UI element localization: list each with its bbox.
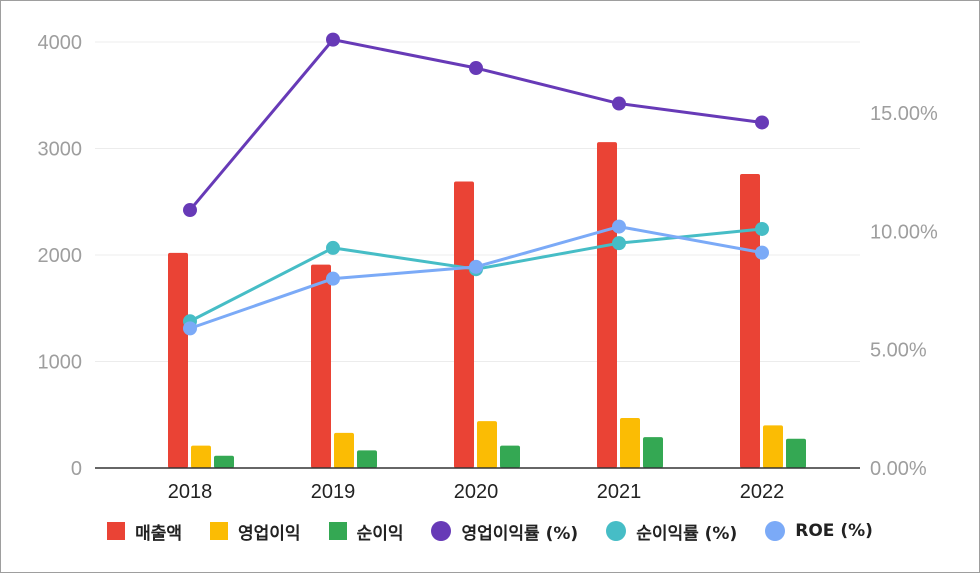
point-roe	[755, 245, 769, 260]
legend-label: 순이익	[356, 523, 404, 544]
point-operating-margin	[612, 96, 626, 111]
y-left-tick-label: 0	[71, 458, 82, 480]
point-roe	[469, 259, 483, 274]
legend-swatch	[210, 522, 228, 540]
legend-item-operating-margin[interactable]: 영업이익률 (%)	[431, 519, 578, 544]
y-left-tick-label: 1000	[38, 352, 83, 374]
bar-sales	[597, 142, 617, 469]
x-tick-label: 2018	[168, 481, 213, 503]
legend-label: 매출액	[135, 523, 182, 544]
bars	[168, 142, 806, 469]
bar-net-profit	[214, 455, 234, 468]
y-right-tick-label: 10.00%	[870, 221, 938, 243]
legend: 매출액 영업이익 순이익 영업이익률 (%) 순이익률 (%) ROE (%)	[0, 514, 980, 548]
bar-net-profit	[786, 438, 806, 468]
point-operating-margin	[755, 115, 769, 130]
bar-operating-profit	[334, 432, 354, 468]
bar-operating-profit	[620, 417, 640, 468]
y-right-tick-label: 0.00%	[870, 458, 927, 480]
x-axis-ticks: 2018 2019 2020 2021 2022	[168, 481, 785, 503]
bar-operating-profit	[477, 421, 497, 468]
y-left-tick-label: 2000	[38, 245, 83, 267]
point-net-margin	[755, 221, 769, 236]
x-tick-label: 2022	[740, 481, 785, 503]
bar-operating-profit	[763, 425, 783, 468]
point-operating-margin	[326, 32, 340, 47]
legend-item-operating-profit[interactable]: 영업이익	[210, 519, 301, 544]
point-roe	[326, 271, 340, 286]
legend-label: 영업이익	[238, 523, 301, 544]
bar-sales	[454, 181, 474, 468]
gridlines	[95, 41, 860, 362]
bar-net-profit	[643, 437, 663, 468]
y-left-tick-label: 4000	[38, 32, 83, 54]
y-right-tick-label: 15.00%	[870, 103, 938, 125]
legend-item-sales[interactable]: 매출액	[107, 519, 182, 544]
point-net-margin	[612, 236, 626, 251]
legend-label: 영업이익률 (%)	[461, 523, 579, 544]
right-axis-ticks: 0.00% 5.00% 10.00% 15.00%	[870, 103, 938, 480]
legend-swatch	[765, 521, 786, 541]
point-net-margin	[326, 240, 340, 255]
bar-sales	[168, 252, 188, 468]
legend-item-net-profit[interactable]: 순이익	[328, 519, 404, 544]
y-left-tick-label: 3000	[38, 139, 83, 161]
point-roe	[612, 219, 626, 234]
legend-item-net-margin[interactable]: 순이익률 (%)	[606, 519, 737, 544]
point-operating-margin	[469, 61, 483, 76]
bar-sales	[311, 264, 331, 468]
x-tick-label: 2019	[311, 481, 356, 503]
point-roe	[183, 321, 197, 336]
x-tick-label: 2021	[597, 481, 642, 503]
legend-swatch	[431, 521, 452, 541]
y-right-tick-label: 5.00%	[870, 340, 927, 362]
x-tick-label: 2020	[454, 481, 499, 503]
legend-swatch	[328, 522, 347, 540]
legend-item-roe[interactable]: ROE (%)	[765, 521, 873, 541]
legend-swatch	[107, 522, 126, 540]
bar-sales	[740, 174, 760, 468]
bar-operating-profit	[191, 445, 211, 468]
left-axis-ticks: 0 1000 2000 3000 4000	[38, 32, 83, 480]
bar-net-profit	[500, 445, 520, 468]
point-operating-margin	[183, 203, 197, 218]
legend-label: 순이익률 (%)	[636, 523, 738, 544]
line-series	[183, 32, 769, 336]
legend-swatch	[606, 521, 627, 541]
bar-net-profit	[357, 450, 377, 468]
legend-label: ROE (%)	[795, 521, 873, 541]
